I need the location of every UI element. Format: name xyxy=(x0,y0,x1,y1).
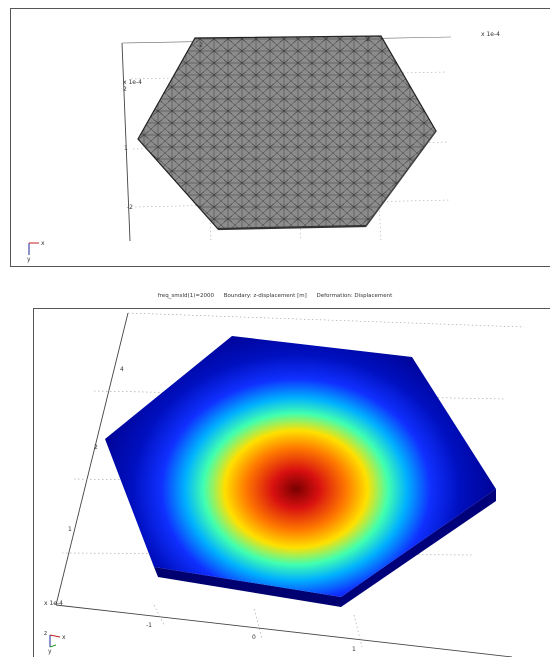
tick-x-zero: 0 xyxy=(252,634,256,641)
tick-y-mid: 1 xyxy=(124,145,128,152)
svg-text:z: z xyxy=(44,630,47,637)
svg-text:y: y xyxy=(48,648,52,655)
tick-y-4: 4 xyxy=(120,366,124,373)
svg-text:y: y xyxy=(27,256,31,263)
title-boundary: Boundary: z-displacement [m] xyxy=(223,293,307,299)
axes-triad: x y xyxy=(27,240,45,263)
mesh-view-canvas: -2 2 2 1 -2 x y xyxy=(27,35,452,263)
title-frequency: freq_smsld(1)=2000 xyxy=(157,293,214,299)
plate-side-right xyxy=(341,489,496,607)
tick-y-bottom: -2 xyxy=(127,204,133,211)
title-deformation: Deformation: Displacement xyxy=(316,293,393,299)
mesh-hexagon xyxy=(137,35,437,230)
tick-y-1: 1 xyxy=(68,526,72,533)
tick-y-2: 2 xyxy=(94,444,98,451)
axes-triad: x y z xyxy=(44,630,66,655)
displacement-hexagon xyxy=(105,336,496,597)
scale-label: x 1e-4 xyxy=(481,31,500,38)
plot-title: freq_smsld(1)=2000 Boundary: z-displacem… xyxy=(0,293,550,299)
plate-side-left xyxy=(154,567,341,607)
y-scale-label: x 1e-4 xyxy=(123,79,142,86)
tick-y-top: 2 xyxy=(123,86,127,93)
tick-x-neg: -1 xyxy=(146,622,152,629)
tick-x-pos: 1 xyxy=(352,646,356,653)
svg-text:x: x xyxy=(62,634,66,641)
svg-text:x: x xyxy=(41,240,45,247)
scale-label: x 1e-4 xyxy=(44,600,63,607)
tick-x-neg: -2 xyxy=(197,42,203,49)
displacement-view-panel[interactable]: 2 1 4 -1 0 1 x y z x 1e-4 xyxy=(33,308,550,657)
mesh-view-panel[interactable]: -2 2 2 1 -2 x y x 1e-4 x 1e-4 xyxy=(10,8,550,267)
tick-x-pos: 2 xyxy=(366,36,370,43)
displacement-view-canvas: 2 1 4 -1 0 1 x y z xyxy=(44,312,525,657)
